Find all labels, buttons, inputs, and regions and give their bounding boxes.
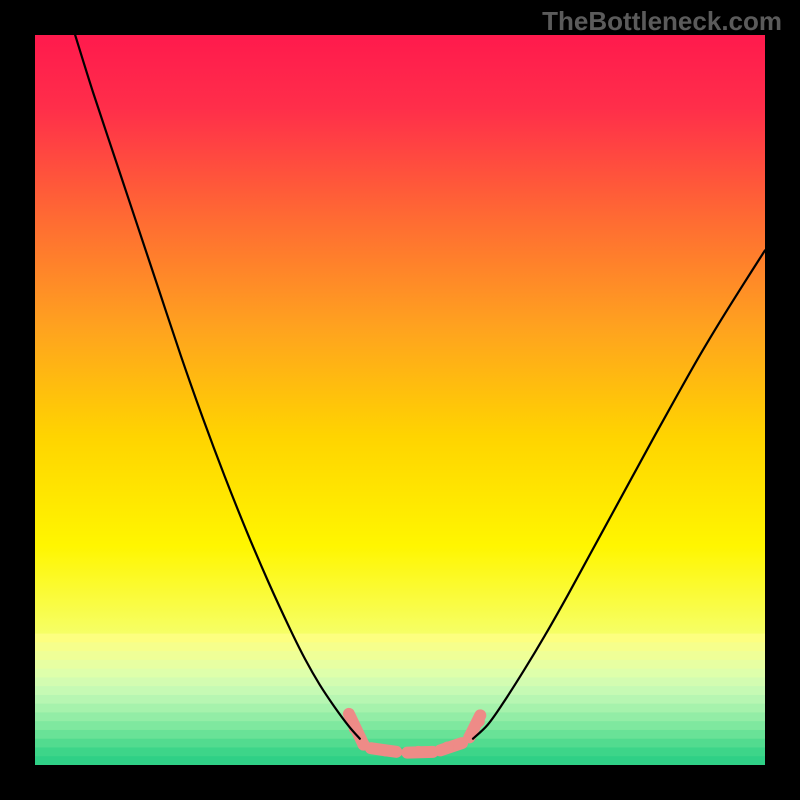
gradient-band <box>35 642 765 651</box>
gradient-band <box>35 695 765 704</box>
gradient-band <box>35 756 765 765</box>
gradient-band <box>35 730 765 739</box>
gradient-band <box>35 651 765 660</box>
bottleneck-chart <box>35 35 765 765</box>
gradient-band <box>35 712 765 721</box>
chart-frame: TheBottleneck.com <box>0 0 800 800</box>
watermark-text: TheBottleneck.com <box>542 6 782 37</box>
gradient-band <box>35 739 765 748</box>
gradient-band <box>35 669 765 678</box>
gradient-band <box>35 660 765 669</box>
gradient-band <box>35 634 765 643</box>
gradient-band <box>35 721 765 730</box>
gradient-band <box>35 704 765 713</box>
gradient-band <box>35 686 765 695</box>
gradient-band <box>35 677 765 686</box>
